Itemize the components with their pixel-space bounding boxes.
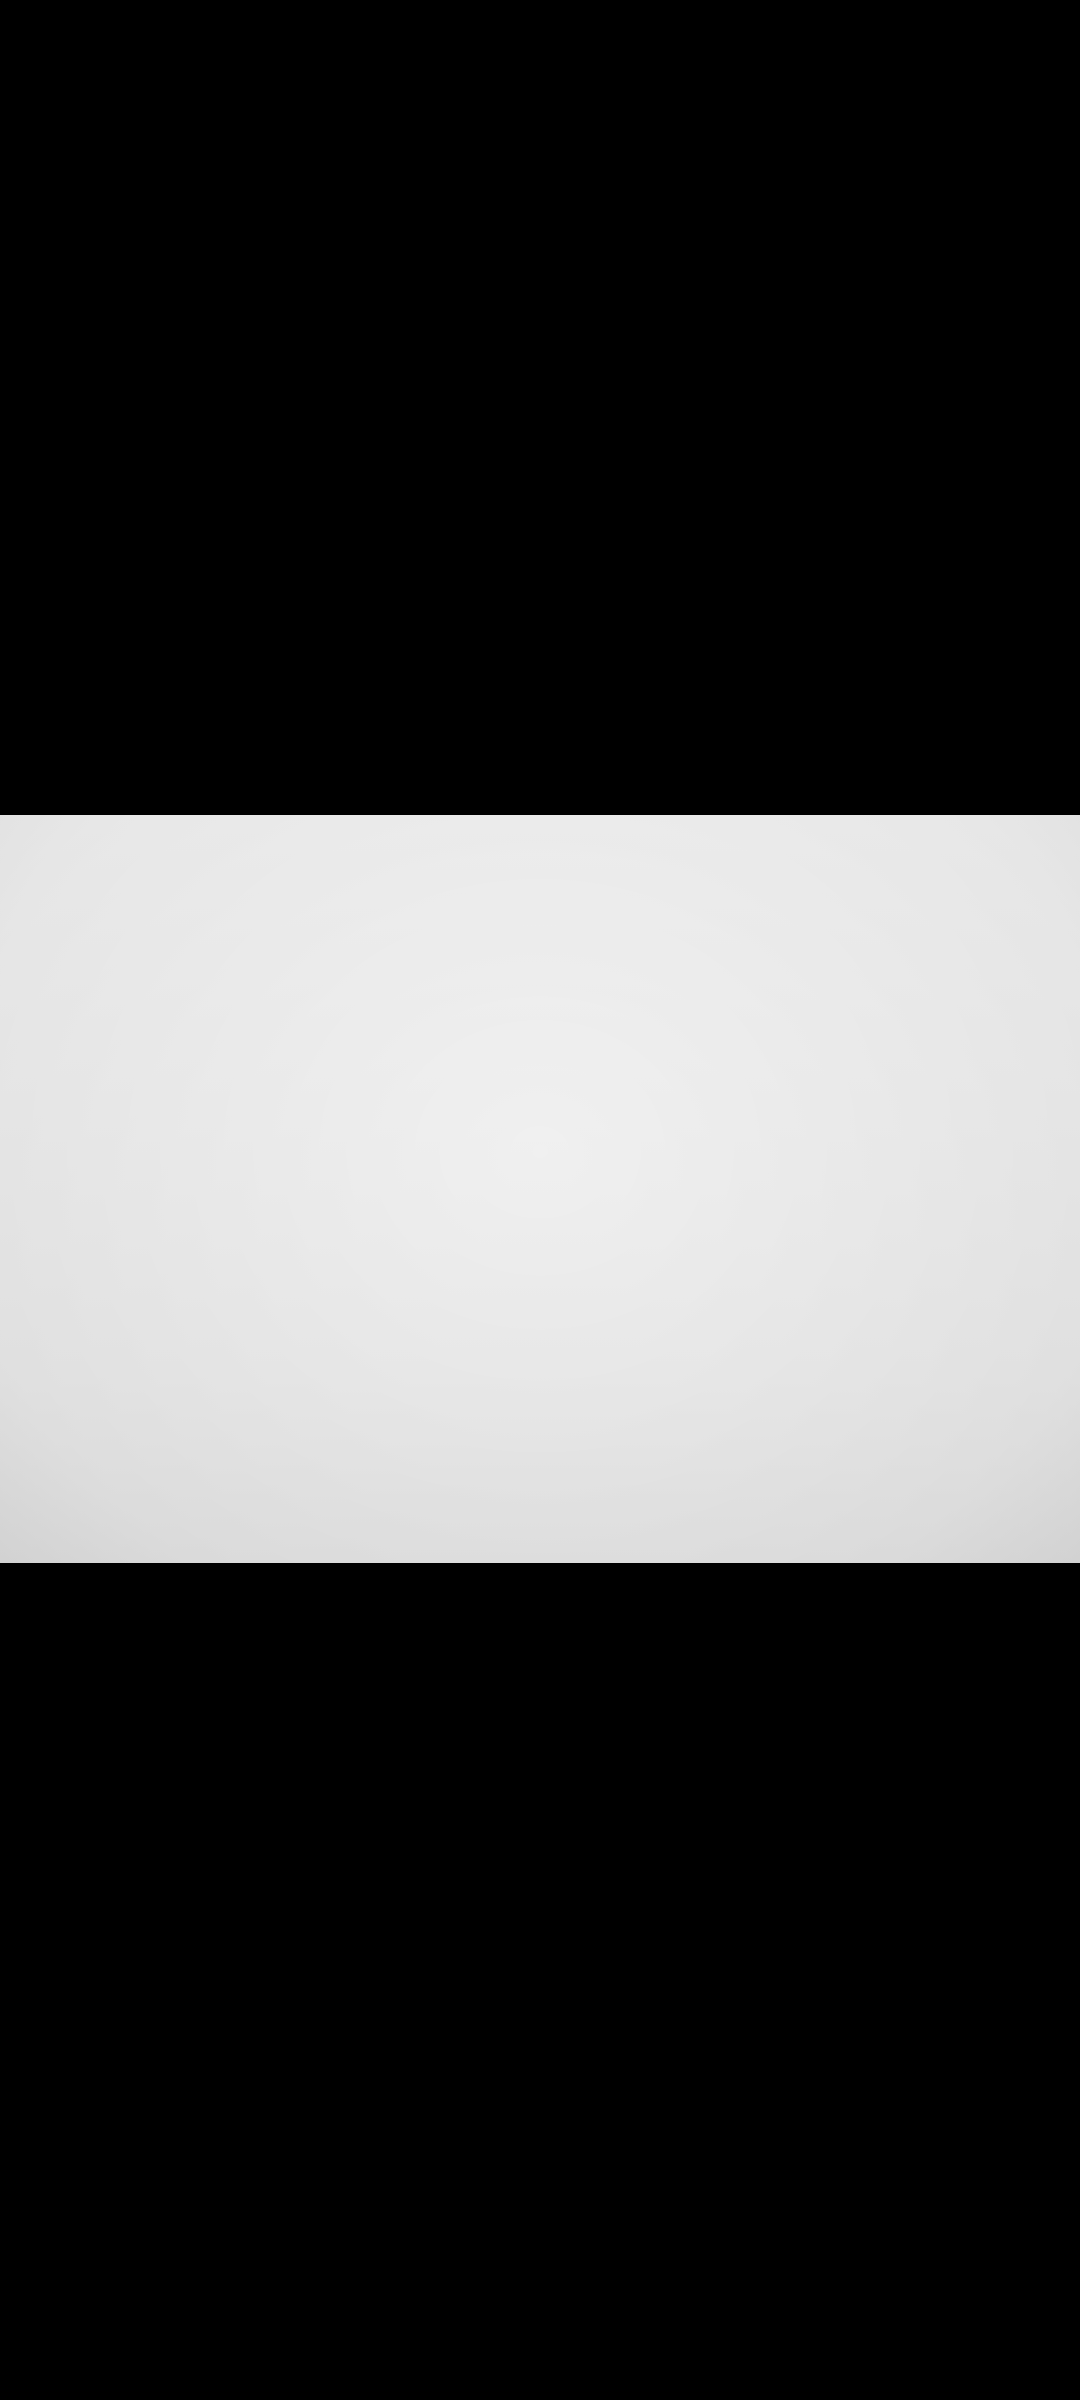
size-chart-panel: length chest MENS SIZE unit:CM size leng… xyxy=(0,815,1080,1563)
